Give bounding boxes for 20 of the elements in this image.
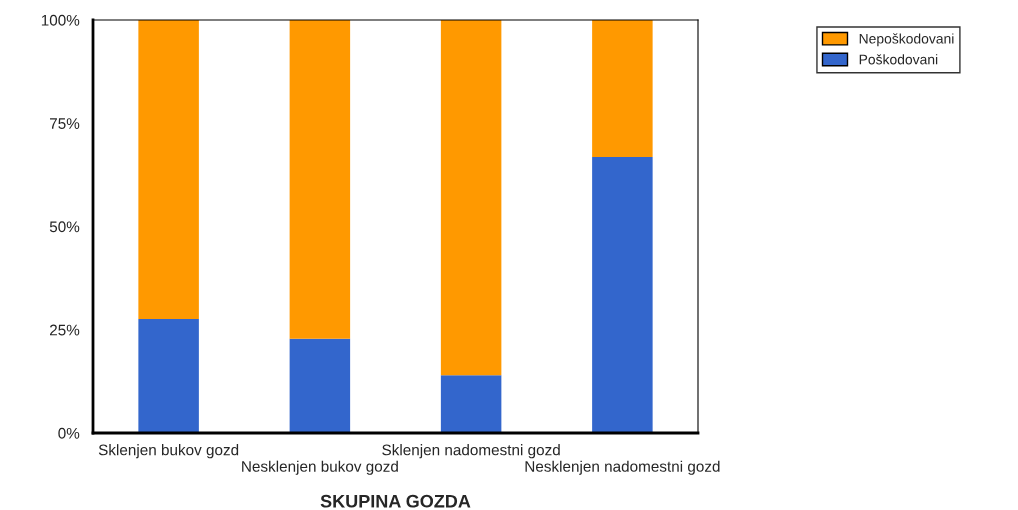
bar bbox=[592, 157, 653, 433]
x-tick-label: Nesklenjen bukov gozd bbox=[242, 460, 398, 475]
legend-label: Poškodovani bbox=[859, 54, 938, 65]
legend-label: Nepoškodovani bbox=[859, 33, 954, 47]
bar bbox=[440, 20, 502, 376]
x-tick-label: Nesklenjen nadomestni gozd bbox=[525, 460, 720, 475]
bar bbox=[440, 375, 502, 433]
y-tick-label: 50% bbox=[49, 221, 80, 233]
x-tick-label: Sklenjen bukov gozd bbox=[98, 444, 239, 459]
bar bbox=[138, 20, 199, 320]
x-tick-label: Sklenjen nadomestni gozd bbox=[382, 444, 560, 459]
y-tick-label: 75% bbox=[50, 118, 80, 129]
y-tick-label: 25% bbox=[50, 324, 80, 336]
y-tick-label: 0% bbox=[58, 427, 80, 439]
bar bbox=[592, 20, 653, 158]
y-tick-label: 100% bbox=[41, 14, 80, 26]
bar bbox=[289, 20, 351, 339]
x-axis-title: SKUPINA GOZDA bbox=[320, 494, 471, 508]
bar bbox=[138, 319, 199, 433]
bar bbox=[289, 338, 351, 433]
